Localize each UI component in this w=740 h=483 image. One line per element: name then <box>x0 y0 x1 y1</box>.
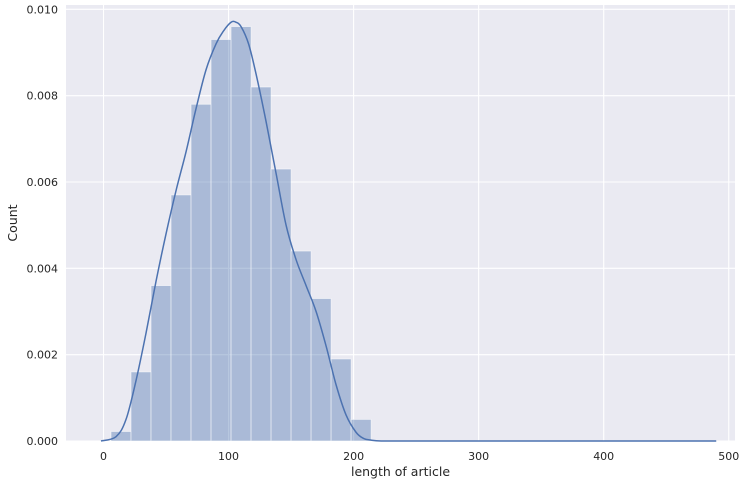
y-axis-label: Count <box>5 204 20 241</box>
x-tick-label: 400 <box>593 450 614 463</box>
y-tick-label: 0.002 <box>27 349 59 362</box>
y-tick-label: 0.006 <box>27 176 59 189</box>
histogram-bar <box>190 103 212 442</box>
x-tick-label: 200 <box>343 450 364 463</box>
y-axis-ticks: 0.000 0.002 0.004 0.006 0.008 0.010 <box>27 3 59 448</box>
grid-lines <box>66 5 735 442</box>
histogram-bar <box>350 419 372 442</box>
x-tick-label: 300 <box>468 450 489 463</box>
histogram-bar <box>210 39 232 442</box>
kde-curve <box>100 20 717 442</box>
y-tick-label: 0.008 <box>27 90 59 103</box>
histogram-bar <box>250 86 272 442</box>
histogram-bar <box>110 431 132 442</box>
histogram-bar <box>230 26 252 442</box>
y-tick-label: 0.004 <box>27 262 59 275</box>
y-tick-label: 0.010 <box>27 3 59 16</box>
histogram-bar <box>130 371 152 442</box>
x-axis-ticks: 0 100 200 300 400 500 <box>100 450 739 463</box>
y-tick-label: 0.000 <box>27 435 59 448</box>
x-tick-label: 500 <box>718 450 739 463</box>
histogram-bar <box>150 285 172 442</box>
histogram-bar <box>170 194 192 442</box>
histogram-bar <box>310 298 332 442</box>
x-tick-label: 100 <box>218 450 239 463</box>
histogram-bar <box>270 168 292 442</box>
histogram-bar <box>290 250 312 442</box>
plot-background <box>66 5 735 441</box>
x-tick-label: 0 <box>100 450 107 463</box>
x-axis-label: length of article <box>351 464 450 479</box>
